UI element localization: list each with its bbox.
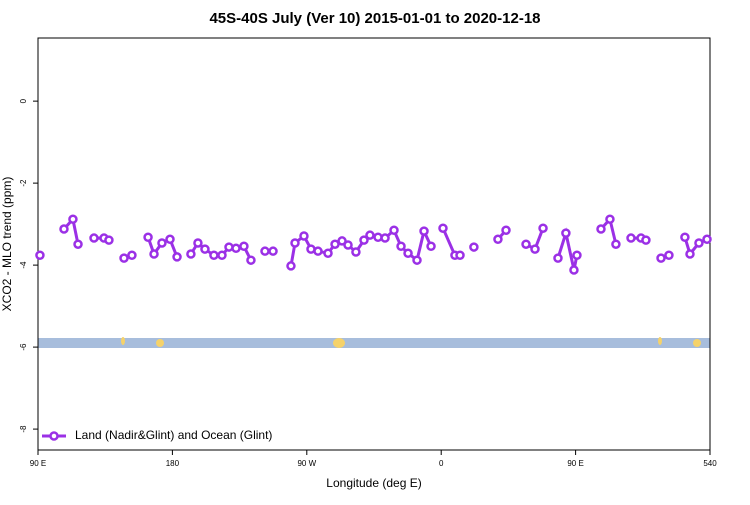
ocean-strip (38, 338, 710, 348)
legend-marker (49, 431, 59, 441)
data-point (521, 239, 531, 249)
data-point (149, 249, 159, 259)
data-point (59, 224, 69, 234)
data-point (626, 233, 636, 243)
data-point (596, 224, 606, 234)
data-point (260, 246, 270, 256)
y-tick-label: -6 (19, 343, 28, 351)
data-point (605, 214, 615, 224)
data-point (89, 233, 99, 243)
data-point (365, 230, 375, 240)
data-point (656, 253, 666, 263)
data-point (323, 248, 333, 258)
land-patch (658, 337, 662, 345)
data-point (193, 238, 203, 248)
data-point (268, 246, 278, 256)
data-point (664, 250, 674, 261)
data-point (403, 248, 413, 258)
x-tick-label: 0 (439, 459, 444, 468)
y-tick-label: 0 (19, 98, 28, 103)
data-point (685, 249, 695, 259)
data-point (380, 233, 390, 243)
data-point (286, 261, 296, 271)
chart-title: 45S-40S July (Ver 10) 2015-01-01 to 2020… (209, 10, 540, 27)
data-point (157, 238, 167, 248)
y-tick-label: -8 (19, 425, 28, 433)
data-point (469, 242, 479, 252)
data-point (569, 265, 579, 275)
land-ocean-strip (38, 337, 710, 348)
data-point (493, 234, 503, 245)
data-point (343, 240, 353, 250)
data-point (389, 225, 399, 236)
y-tick-label: -4 (19, 261, 28, 269)
data-point (702, 234, 712, 245)
data-point (231, 243, 241, 254)
data-point (165, 234, 175, 245)
data-point (680, 232, 690, 242)
land-patch (693, 339, 701, 347)
data-point (396, 241, 406, 252)
data-point (239, 241, 249, 252)
data-point (412, 255, 422, 265)
data-point (538, 223, 548, 233)
land-patch (156, 339, 164, 347)
data-point (561, 228, 571, 238)
x-tick-label: 540 (703, 459, 717, 468)
data-point (337, 236, 347, 246)
y-tick-label: -2 (19, 179, 28, 187)
data-point (501, 225, 511, 236)
land-patch (121, 337, 125, 345)
data-point (359, 235, 369, 245)
data-point (455, 250, 465, 261)
legend: Land (Nadir&Glint) and Ocean (Glint) (42, 428, 272, 442)
data-point (119, 253, 129, 263)
data-point (186, 249, 196, 259)
data-point (611, 239, 621, 249)
data-point (172, 252, 182, 262)
data-point (438, 223, 448, 233)
data-point (313, 246, 323, 256)
data-point (299, 231, 309, 241)
data-point (330, 239, 340, 249)
x-tick-label: 90 W (297, 459, 316, 468)
data-point (530, 244, 540, 254)
data-point (68, 214, 78, 224)
data-point (246, 255, 256, 265)
plot-frame (37, 37, 711, 451)
data-point (572, 250, 582, 261)
data-point (217, 250, 227, 261)
y-axis-label: XCO2 - MLO trend (ppm) (0, 177, 14, 312)
data-point (419, 226, 429, 236)
data-point (426, 241, 436, 252)
x-tick-label: 90 E (567, 459, 583, 468)
data-point (73, 239, 83, 249)
data-point (694, 238, 704, 248)
data-point (127, 250, 137, 261)
data-point (143, 232, 153, 242)
data-point (209, 250, 219, 261)
data-point (35, 250, 45, 261)
land-patch (333, 338, 345, 348)
data-point (200, 244, 210, 254)
legend-label: Land (Nadir&Glint) and Ocean (Glint) (75, 428, 272, 442)
data-point (290, 238, 300, 248)
data-point (641, 235, 651, 245)
data-point (104, 235, 114, 245)
x-axis-label: Longitude (deg E) (326, 476, 421, 490)
data-point (553, 253, 563, 263)
x-tick-label: 180 (166, 459, 180, 468)
data-point (351, 247, 361, 257)
x-tick-label: 90 E (30, 459, 46, 468)
